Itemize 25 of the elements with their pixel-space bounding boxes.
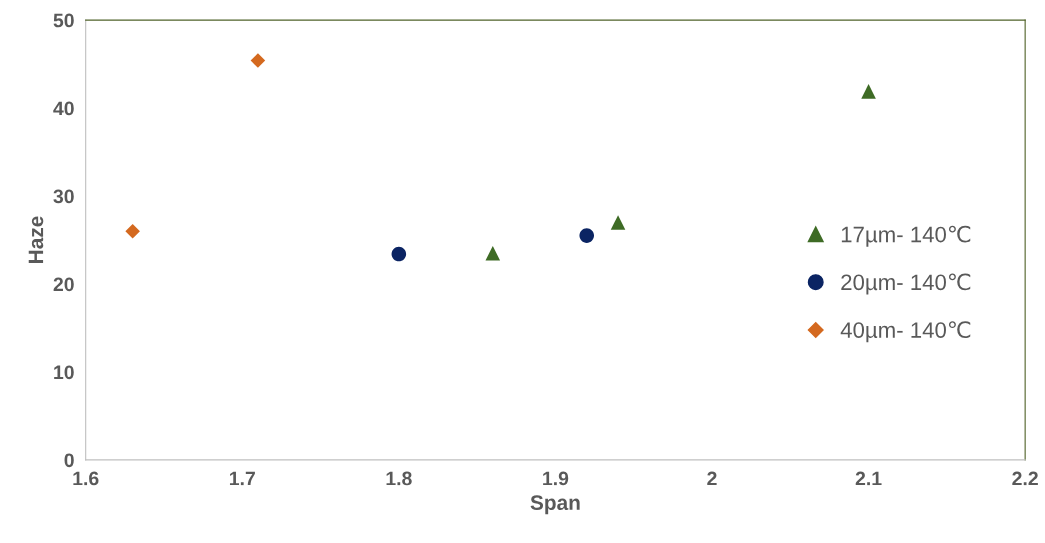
point: [610, 215, 626, 230]
y-tick-label: 50: [53, 13, 74, 28]
point: [250, 53, 266, 68]
y-tick-label: 10: [54, 365, 74, 380]
x-axis-title: Span: [530, 495, 580, 515]
x-tick-label: 2: [707, 471, 717, 486]
point: [579, 228, 595, 243]
point: [125, 223, 140, 239]
y-tick-label: 0: [64, 453, 74, 468]
legend-label: 17µm- 140℃: [841, 225, 971, 247]
y-tick-label: 30: [53, 189, 74, 204]
x-tick-label: 1.6: [73, 471, 99, 486]
x-tick-label: 1.9: [543, 471, 569, 486]
x-tick-label: 1.8: [386, 471, 412, 486]
point: [485, 245, 501, 261]
y-tick-label: 40: [53, 101, 74, 116]
x-tick-label: 2.2: [1012, 471, 1038, 486]
x-tick-label: 2.1: [855, 471, 882, 486]
point: [391, 246, 407, 262]
legend-label: 20µm- 140℃: [841, 273, 971, 295]
y-tick-label: 20: [53, 277, 74, 292]
x-tick-label: 1.7: [229, 471, 255, 486]
legend-label: 40µm- 140℃: [840, 321, 971, 343]
y-axis-title: Haze: [28, 216, 44, 263]
point: [861, 84, 876, 99]
